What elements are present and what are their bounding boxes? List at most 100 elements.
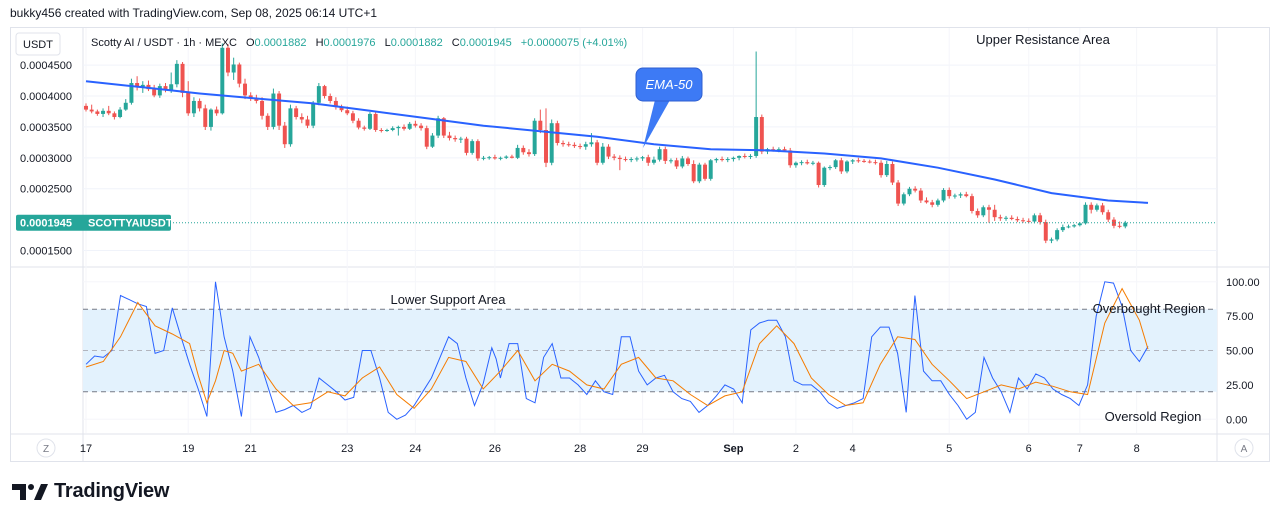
candle <box>526 149 531 157</box>
candle <box>674 157 679 169</box>
candle <box>918 188 923 203</box>
candle-body <box>379 130 384 131</box>
candle-body <box>799 162 804 164</box>
candle-body <box>1009 217 1014 220</box>
candle-body <box>203 108 208 127</box>
candle <box>680 155 685 169</box>
candle-body <box>1106 212 1111 220</box>
candle-body <box>1089 204 1094 210</box>
candle-body <box>458 138 463 140</box>
candle-body <box>805 162 810 164</box>
candle-body <box>691 164 696 182</box>
candle-body <box>311 102 316 126</box>
brand-name: TradingView <box>54 480 170 502</box>
candle <box>998 214 1003 221</box>
candle <box>1009 215 1014 221</box>
candle <box>697 162 702 184</box>
candle-body <box>277 93 282 126</box>
chart-frame <box>10 27 1270 462</box>
candle <box>793 161 798 168</box>
time-tick-label: Sep <box>723 443 743 455</box>
candle-body <box>896 182 901 204</box>
candle-body <box>504 156 509 158</box>
candle-body <box>135 83 140 88</box>
candle <box>737 155 742 161</box>
candle-body <box>1117 225 1122 227</box>
auto-scale-button[interactable] <box>1234 438 1254 458</box>
candle <box>277 91 282 130</box>
candle <box>288 104 293 147</box>
candle <box>373 112 378 132</box>
candle <box>203 104 208 130</box>
candle-body <box>617 157 622 160</box>
candle <box>1021 217 1026 223</box>
candle-body <box>475 141 480 159</box>
candle <box>299 113 304 124</box>
candle-body <box>118 109 123 118</box>
price-tag-symbol: SCOTTYAIUSDT <box>88 218 173 230</box>
candle-body <box>1032 215 1037 222</box>
time-axis-labels: 17 19 21 23 24 26 28 29 Sep 2 4 5 6 7 8 <box>80 443 1140 455</box>
timezone-button-label: Z <box>43 444 49 455</box>
candle <box>663 146 668 164</box>
candle-body <box>174 63 179 85</box>
currency-button[interactable] <box>15 32 61 56</box>
candle-body <box>640 157 645 159</box>
candle <box>197 98 202 112</box>
candle <box>822 166 827 187</box>
candle-body <box>356 120 361 128</box>
candle <box>907 186 912 197</box>
candle <box>453 135 458 142</box>
candle-body <box>407 123 412 129</box>
candle-body <box>89 109 94 112</box>
candle <box>566 141 571 147</box>
candle <box>896 180 901 207</box>
brand-logo[interactable]: TradingView <box>12 480 169 503</box>
candle-body <box>907 188 912 195</box>
candle-body <box>402 126 407 129</box>
stochastic-tick-label: 50.00 <box>1226 346 1254 358</box>
candle-body <box>913 188 918 191</box>
candle <box>265 113 270 130</box>
candle <box>1083 202 1088 225</box>
timezone-button[interactable] <box>36 438 56 458</box>
candle <box>248 92 253 101</box>
candle <box>208 108 213 131</box>
legend-change: +0.0000075 (+4.01%) <box>521 37 627 49</box>
time-tick-label: 7 <box>1077 443 1083 455</box>
candle <box>686 156 690 166</box>
candle <box>617 155 622 171</box>
candle <box>623 156 628 162</box>
candle <box>112 111 117 120</box>
candle-body <box>998 217 1003 219</box>
candle <box>101 108 106 118</box>
candle <box>856 157 861 163</box>
candle-body <box>788 150 793 166</box>
candle <box>225 44 230 77</box>
candle <box>742 153 747 159</box>
candle-body <box>657 149 662 160</box>
candle <box>146 80 151 92</box>
candle-body <box>322 86 327 96</box>
candle-body <box>470 141 475 153</box>
candle-body <box>186 92 191 114</box>
candle <box>657 146 662 162</box>
candle-body <box>487 157 492 159</box>
auto-scale-button-label: A <box>1241 444 1248 455</box>
candle-body <box>1021 220 1026 222</box>
candle <box>532 118 537 156</box>
candle <box>106 105 111 116</box>
candle-body <box>623 159 628 161</box>
candle-body <box>481 157 486 159</box>
candle-body <box>447 135 452 139</box>
ema-callout-label: EMA-50 <box>646 77 694 92</box>
candle-body <box>509 156 514 158</box>
time-tick-label: 26 <box>489 443 501 455</box>
time-tick-label: 6 <box>1026 443 1032 455</box>
candle-body <box>1043 222 1048 241</box>
candle <box>952 193 957 199</box>
candle-body <box>152 89 157 96</box>
candle <box>294 105 299 120</box>
candle-body <box>430 135 435 147</box>
candle <box>1072 223 1077 228</box>
